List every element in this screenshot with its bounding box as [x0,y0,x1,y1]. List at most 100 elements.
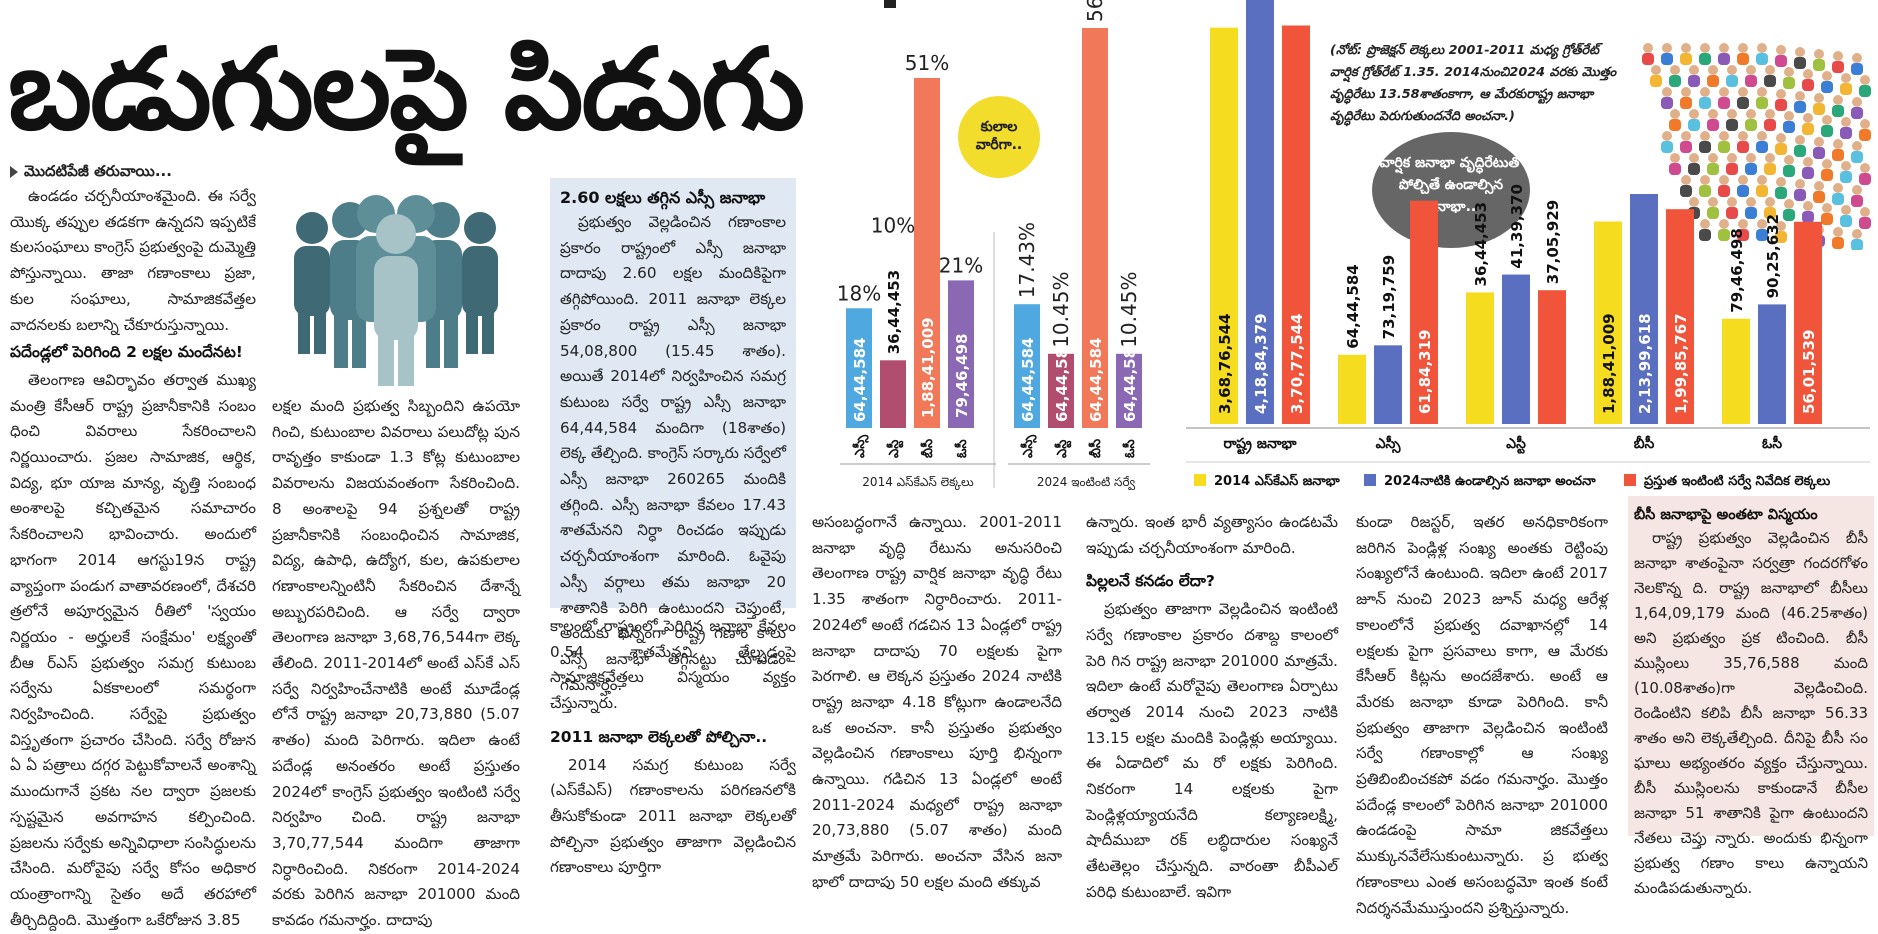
crowd-head [1719,175,1729,185]
crowd-body [1775,187,1787,199]
crowd-body [1699,141,1711,153]
crowd-head [1681,43,1691,53]
crowd-body [1707,75,1719,87]
crowd-head [1814,49,1824,59]
category-label: రాష్ట్ర జనాభా [1224,436,1298,455]
crowd-head [1803,157,1813,167]
crowd-head [1700,175,1710,185]
crowd-head [1727,65,1737,75]
crowd-body [1756,97,1768,109]
col3-subhead: 2011 జనాభా లెక్కలతో పోల్చినా.. [550,727,768,746]
crowd-head [1765,65,1775,75]
crowd-head [1841,205,1851,215]
crowd-head [1784,155,1794,165]
crowd-head [1833,227,1843,237]
crowd-head [1841,161,1851,171]
crowd-body [1680,53,1692,65]
legend-label: 2014 ఎస్‌కేఎస్ జనాభా [1214,473,1340,489]
category-label: ఎస్సీ [852,434,869,458]
crowd-head [1803,69,1813,79]
crowd-head [1708,109,1718,119]
crowd-head [1833,95,1843,105]
crowd-head [1738,87,1748,97]
crowd-body [1737,229,1749,241]
crowd-body [1680,97,1692,109]
crowd-body [1851,195,1863,207]
crowd-head [1651,65,1661,75]
crowd-body [1840,171,1852,183]
crowd-body [1756,185,1768,197]
bar-value-label: 3,68,76,544 [1216,313,1234,414]
crowd-head [1746,197,1756,207]
sc-population-box: 2.60 లక్షలు తగ్గిన ఎస్సీ జనాభా ప్రభుత్వం… [550,178,796,694]
crowd-head [1757,131,1767,141]
crowd-body [1859,85,1871,97]
bar-4-2 [1794,221,1822,424]
crowd-head [1746,109,1756,119]
bar-value-label: 36,44,453 [1472,202,1490,286]
bar-value-label: 64,44,584 [1087,338,1105,422]
percent-label: 17.43% [1015,222,1039,298]
sc-box-body: ప్రభుత్వం వెల్లడించిన గణాంకాల ప్రకారం రా… [560,213,786,694]
crowd-head [1757,43,1767,53]
crowd-head [1719,87,1729,97]
crowd-head [1822,159,1832,169]
crowd-head [1852,185,1862,195]
crowd-body [1821,169,1833,181]
bc-box-body: రాష్ట్ర ప్రభుత్వం వెల్లడించిన బీసీ జనాభా… [1634,529,1868,897]
bar-3-2 [1666,209,1694,424]
crowd-head [1708,153,1718,163]
crowd-body [1840,215,1852,227]
crowd-body [1764,163,1776,175]
crowd-body [1764,207,1776,219]
crowd-head [1700,87,1710,97]
crowd-head [1860,75,1870,85]
crowd-body [1802,211,1814,223]
percent-label: 10.45% [1117,272,1141,348]
column-5: ఉన్నారు. ఇంత భారీ వ్యత్యాసం ఉండటమే ఇప్పు… [1086,510,1338,906]
crowd-body [1745,75,1757,87]
crowd-head [1746,65,1756,75]
crowd-head [1803,113,1813,123]
crowd-head [1784,199,1794,209]
crowd-body [1707,163,1719,175]
crowd-head [1765,153,1775,163]
bar-value-label: 1,88,41,009 [1600,313,1618,414]
bar-value-label: 4,18,84,379 [1252,313,1270,414]
arrow-right-icon [10,165,18,178]
percent-label: 10.45% [1049,272,1073,348]
crowd-head [1670,109,1680,119]
crowd-body [1756,141,1768,153]
crowd-body [1718,97,1730,109]
crowd-head [1860,119,1870,129]
crowd-body [1775,99,1787,111]
crowd-head [1689,153,1699,163]
percent-label: 51% [905,51,949,75]
column-6: కుండా రిజస్టర్, ఇతర అనధికారికంగా జరిగిన … [1356,510,1608,921]
bar-1-0 [1338,354,1366,424]
crowd-head [1738,219,1748,229]
crowd-head [1738,43,1748,53]
bar-0-0 [1210,27,1238,424]
category-label: ఎస్టీ [886,440,904,458]
crowd-head [1841,73,1851,83]
sc-box-title: 2.60 లక్షలు తగ్గిన ఎస్సీ జనాభా [560,188,766,207]
crowd-body [1821,125,1833,137]
crowd-head [1776,89,1786,99]
crowd-head [1689,197,1699,207]
bar-value-label: 36,44,453 [885,270,903,354]
crowd-body [1821,81,1833,93]
bar-3-0 [1594,221,1622,424]
bar-value-label: 3,70,77,544 [1288,313,1306,414]
crowd-body [1832,149,1844,161]
legend-label: 2024నాటికి ఉండాల్సిన జనాభా అంచనా [1384,474,1596,490]
crowd-head [1757,219,1767,229]
jump-label: మొదటిపేజీ తరువాయి... [10,162,172,184]
crowd-body [1832,105,1844,117]
bar-value-label: 64,44,584 [851,338,869,422]
crowd-body [1859,129,1871,141]
crowd-body [1718,229,1730,241]
crowd-body [1707,119,1719,131]
crowd-body [1851,107,1863,119]
crowd-head [1662,43,1672,53]
